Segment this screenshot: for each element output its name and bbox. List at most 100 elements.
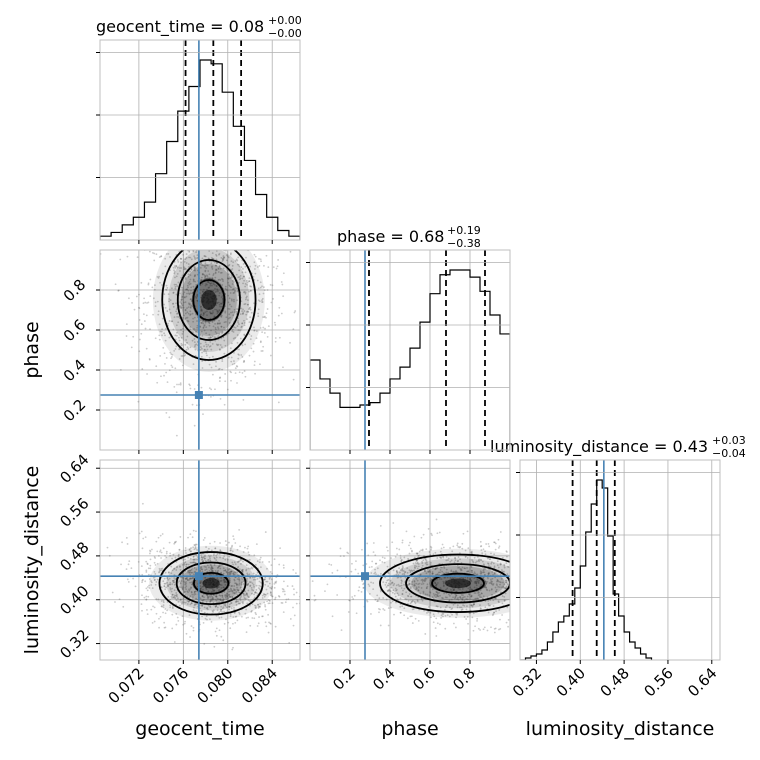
sample-point bbox=[192, 250, 195, 252]
sample-point bbox=[194, 268, 196, 270]
sample-point bbox=[505, 550, 508, 553]
sample-point bbox=[202, 585, 205, 588]
sample-point bbox=[230, 589, 233, 592]
sample-point bbox=[244, 283, 247, 285]
sample-point bbox=[195, 313, 197, 316]
sample-point bbox=[171, 613, 174, 616]
sample-point bbox=[194, 543, 197, 546]
sample-point bbox=[192, 244, 194, 246]
sample-point bbox=[218, 601, 221, 603]
sample-point bbox=[264, 608, 267, 611]
sample-point bbox=[208, 286, 211, 289]
sample-point bbox=[467, 592, 470, 595]
sample-point bbox=[140, 530, 143, 533]
sample-point bbox=[420, 536, 423, 539]
sample-point bbox=[164, 608, 167, 610]
sample-point bbox=[187, 227, 189, 229]
sample-point bbox=[212, 596, 214, 599]
sample-point bbox=[145, 569, 148, 572]
sample-point bbox=[430, 616, 432, 619]
sample-point bbox=[248, 600, 251, 602]
sample-point bbox=[233, 571, 236, 574]
sample-point bbox=[238, 371, 241, 374]
sample-point bbox=[169, 588, 172, 591]
sample-point bbox=[221, 298, 224, 301]
ylabel-phase: phase bbox=[21, 321, 43, 378]
sample-point bbox=[216, 587, 218, 589]
sample-point bbox=[231, 561, 234, 564]
sample-point bbox=[546, 594, 548, 596]
sample-point bbox=[228, 206, 230, 208]
sample-point bbox=[146, 373, 148, 375]
sample-point bbox=[306, 267, 308, 269]
sample-point bbox=[204, 235, 206, 237]
sample-point bbox=[222, 259, 225, 261]
sample-point bbox=[140, 332, 143, 335]
sample-point bbox=[145, 314, 148, 317]
sample-point bbox=[145, 587, 148, 590]
sample-point bbox=[163, 293, 166, 296]
sample-point bbox=[258, 257, 260, 260]
sample-point bbox=[190, 268, 193, 271]
sample-point bbox=[219, 302, 222, 305]
sample-point bbox=[226, 289, 229, 292]
sample-point bbox=[267, 585, 270, 588]
sample-point bbox=[250, 566, 253, 569]
sample-point bbox=[214, 388, 216, 391]
sample-point bbox=[184, 586, 187, 589]
sample-point bbox=[227, 277, 229, 280]
sample-point bbox=[506, 555, 508, 558]
sample-point bbox=[259, 258, 262, 261]
sample-point bbox=[179, 305, 181, 308]
sample-point bbox=[218, 565, 220, 568]
sample-point bbox=[201, 605, 203, 607]
sample-point bbox=[222, 557, 225, 560]
sample-point bbox=[215, 268, 217, 271]
sample-point bbox=[205, 247, 207, 249]
sample-point bbox=[250, 610, 253, 613]
sample-point bbox=[236, 325, 239, 327]
sample-point bbox=[181, 576, 184, 579]
sample-point bbox=[246, 577, 248, 580]
sample-point bbox=[196, 324, 199, 327]
sample-point bbox=[217, 196, 219, 198]
sample-point bbox=[215, 365, 217, 368]
sample-point bbox=[515, 592, 517, 594]
sample-point bbox=[467, 570, 469, 573]
sample-point bbox=[515, 556, 517, 558]
sample-point bbox=[165, 550, 168, 553]
sample-point bbox=[248, 558, 251, 561]
x-tick-label-luminosity-distance: 0.40 bbox=[553, 664, 589, 700]
sample-point bbox=[215, 308, 218, 311]
sample-point bbox=[244, 303, 247, 305]
sample-point bbox=[301, 591, 303, 593]
sample-point bbox=[205, 277, 208, 280]
sample-point bbox=[186, 316, 189, 319]
sample-point bbox=[517, 571, 519, 573]
sample-point bbox=[454, 626, 457, 629]
sample-point bbox=[241, 570, 244, 573]
sample-point bbox=[229, 596, 232, 598]
sample-point bbox=[158, 275, 160, 278]
sample-point bbox=[192, 546, 195, 549]
sample-point bbox=[184, 354, 186, 356]
sample-point bbox=[472, 629, 475, 632]
sample-point bbox=[220, 605, 223, 608]
sample-point bbox=[212, 272, 215, 275]
sample-point bbox=[178, 549, 181, 551]
sample-point bbox=[190, 246, 192, 248]
sample-point bbox=[237, 357, 240, 360]
sample-point bbox=[503, 587, 506, 589]
sample-point bbox=[161, 334, 163, 337]
sample-point bbox=[435, 583, 438, 586]
sample-point bbox=[233, 300, 235, 303]
sample-point bbox=[258, 584, 261, 587]
sample-point bbox=[516, 584, 518, 586]
sample-point bbox=[203, 350, 205, 353]
sample-point bbox=[211, 278, 214, 280]
sample-point bbox=[220, 296, 223, 299]
sample-point bbox=[199, 569, 202, 572]
sample-point bbox=[434, 582, 437, 585]
sample-point bbox=[233, 308, 236, 311]
sample-point bbox=[242, 399, 245, 401]
